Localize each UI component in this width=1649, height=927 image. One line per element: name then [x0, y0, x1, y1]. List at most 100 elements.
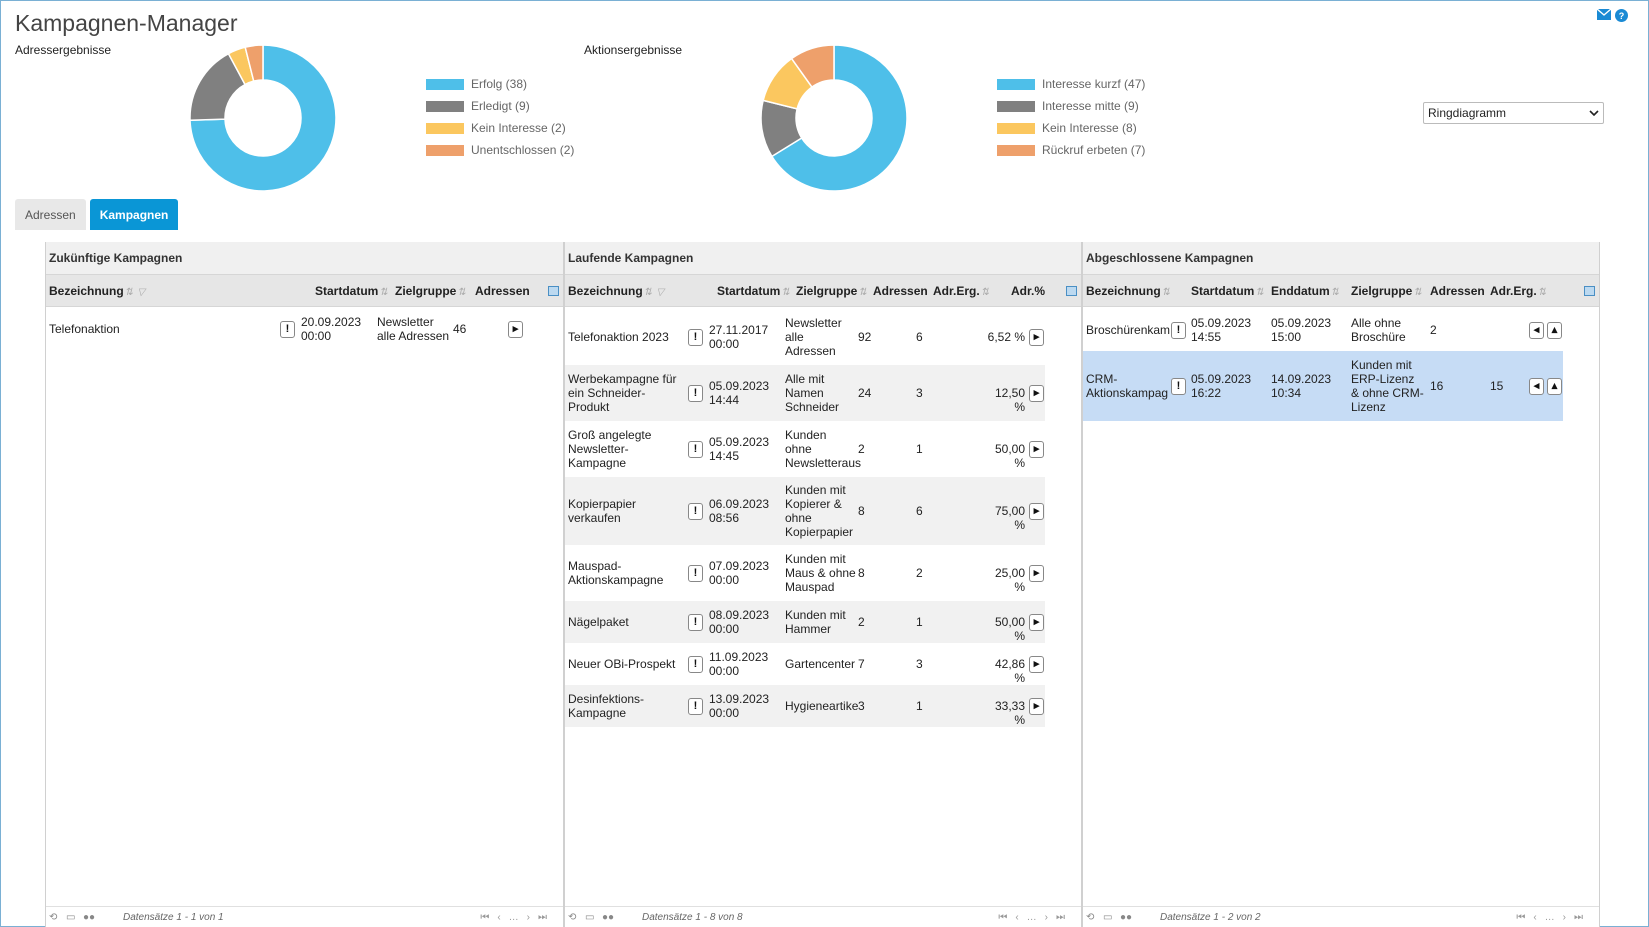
- cell-adr-erg: 1: [916, 699, 923, 713]
- legend-item[interactable]: Interesse mitte (9): [997, 95, 1145, 117]
- refresh-icon[interactable]: ⟲: [568, 912, 577, 923]
- table-row[interactable]: Nägelpaket 08.09.2023 00:00 Kunden mit Hamme…: [565, 601, 1045, 643]
- column-header-startdatum[interactable]: Startdatum⇅: [315, 284, 388, 298]
- info-button[interactable]: !: [688, 698, 703, 715]
- open-button[interactable]: ▸: [1029, 656, 1044, 673]
- table-row[interactable]: CRM- Aktionskampag 05.09.2023 16:22 14.09.20…: [1083, 351, 1563, 421]
- top-icons: ?: [1597, 9, 1628, 22]
- open-button[interactable]: ▸: [1029, 698, 1044, 715]
- cell-adressen: 2: [1430, 323, 1437, 337]
- cell-startdatum: 08.09.2023 00:00: [709, 608, 770, 636]
- back-button[interactable]: ◂: [1529, 322, 1544, 339]
- donut-slice-interesse-kurzf[interactable]: [770, 44, 908, 192]
- info-button[interactable]: !: [1171, 322, 1186, 339]
- open-button[interactable]: ▸: [1029, 329, 1044, 346]
- open-button[interactable]: ▸: [1029, 614, 1044, 631]
- open-button[interactable]: ▸: [1029, 385, 1044, 402]
- tab-adressen[interactable]: Adressen: [15, 199, 86, 230]
- column-header-zielgruppe[interactable]: Zielgruppe⇅: [796, 284, 867, 298]
- pagination-icon[interactable]: ⏮‹…›⏭: [1516, 912, 1591, 923]
- refresh-icon[interactable]: ⟲: [49, 912, 58, 923]
- legend-item[interactable]: Rückruf erbeten (7): [997, 139, 1145, 161]
- print-icon[interactable]: ▭: [1103, 912, 1113, 923]
- info-button[interactable]: !: [688, 656, 703, 673]
- cell-zielgruppe: Kunden mit Kopierer & ohne Kopierpapier: [785, 483, 854, 539]
- column-header-bezeichnung[interactable]: Bezeichnung⇅: [1086, 284, 1171, 298]
- settings-icon[interactable]: ●●: [1120, 912, 1133, 923]
- column-header-adressen[interactable]: Adressen: [1430, 284, 1485, 298]
- table-row[interactable]: Mauspad- Aktionskampagne 07.09.2023 00:00 Ku…: [565, 545, 1045, 601]
- info-button[interactable]: !: [688, 329, 703, 346]
- column-header-adr-pct[interactable]: Adr.%: [1011, 284, 1046, 298]
- back-button[interactable]: ◂: [1529, 378, 1544, 395]
- column-header-bezeichnung[interactable]: Bezeichnung⇅ ▽: [568, 284, 665, 298]
- donut-slice-erfolg[interactable]: [189, 44, 337, 192]
- cell-bezeichnung: Telefonaktion 2023: [568, 330, 669, 344]
- cell-adressen: 24: [858, 386, 872, 400]
- column-header-zielgruppe[interactable]: Zielgruppe⇅: [1351, 284, 1422, 298]
- open-button[interactable]: ▸: [1029, 441, 1044, 458]
- cell-zielgruppe: Newsletter alle Adressen: [785, 316, 842, 358]
- tab-kampagnen[interactable]: Kampagnen: [89, 199, 179, 230]
- mail-icon[interactable]: [1597, 9, 1611, 20]
- up-button[interactable]: ▴: [1547, 322, 1562, 339]
- column-header-startdatum[interactable]: Startdatum⇅: [717, 284, 790, 298]
- table-row[interactable]: Groß angelegte Newsletter- Kampagne 05.09.2…: [565, 421, 1045, 477]
- info-button[interactable]: !: [280, 321, 295, 338]
- chevron-down-icon: [1589, 110, 1599, 116]
- table-row[interactable]: Werbekampagne für ein Schneider- Produkt 05…: [565, 365, 1045, 421]
- info-button[interactable]: !: [688, 503, 703, 520]
- cell-startdatum: 13.09.2023 00:00: [709, 692, 770, 720]
- donut-slice-unentschlossen[interactable]: [244, 44, 264, 83]
- legend-item[interactable]: Kein Interesse (8): [997, 117, 1145, 139]
- table-row[interactable]: Broschürenkam 05.09.2023 14:55 05.09.2023 15…: [1083, 309, 1563, 351]
- legend-swatch: [997, 144, 1035, 156]
- info-button[interactable]: !: [688, 614, 703, 631]
- column-chooser-icon[interactable]: [548, 286, 559, 296]
- info-button[interactable]: !: [1171, 378, 1186, 395]
- legend-item[interactable]: Unentschlossen (2): [426, 139, 574, 161]
- open-button[interactable]: ▸: [1029, 565, 1044, 582]
- column-header-adr-erg[interactable]: Adr.Erg.⇅: [933, 284, 990, 298]
- legend-item[interactable]: Kein Interesse (2): [426, 117, 574, 139]
- settings-icon[interactable]: ●●: [602, 912, 615, 923]
- column-header-bezeichnung[interactable]: Bezeichnung⇅ ▽: [49, 284, 146, 298]
- legend-item[interactable]: Erledigt (9): [426, 95, 574, 117]
- settings-icon[interactable]: ●●: [83, 912, 96, 923]
- panel-future-campaigns: Zukünftige Kampagnen Bezeichnung⇅ ▽ Star…: [45, 242, 564, 927]
- column-header-startdatum[interactable]: Startdatum⇅: [1191, 284, 1264, 298]
- donut-chart-action-results: [760, 44, 908, 192]
- donut-chart-address-results: [189, 44, 337, 192]
- legend-item[interactable]: Interesse kurzf (47): [997, 73, 1145, 95]
- column-header-enddatum[interactable]: Enddatum⇅: [1271, 284, 1340, 298]
- refresh-icon[interactable]: ⟲: [1086, 912, 1095, 923]
- donut-slice-r-ckruf-erbeten[interactable]: [790, 44, 835, 89]
- info-button[interactable]: !: [688, 385, 703, 402]
- table-row[interactable]: Telefonaktion 20.09.2023 00:00 Newsletter al…: [46, 309, 565, 349]
- cell-startdatum: 05.09.2023 16:22: [1191, 372, 1252, 400]
- table-row[interactable]: Neuer OBi-Prospekt 11.09.2023 00:00 Gartenc…: [565, 643, 1045, 685]
- up-button[interactable]: ▴: [1547, 378, 1562, 395]
- info-button[interactable]: !: [688, 441, 703, 458]
- table-row[interactable]: Kopierpapier verkaufen 06.09.2023 08:56 Kund…: [565, 477, 1045, 545]
- column-header-adr-erg[interactable]: Adr.Erg.⇅: [1490, 284, 1547, 298]
- print-icon[interactable]: ▭: [585, 912, 595, 923]
- column-header-adressen[interactable]: Adressen: [475, 284, 530, 298]
- legend-item[interactable]: Erfolg (38): [426, 73, 574, 95]
- print-icon[interactable]: ▭: [66, 912, 76, 923]
- pagination-icon[interactable]: ⏮‹…›⏭: [998, 912, 1073, 923]
- column-chooser-icon[interactable]: [1584, 286, 1595, 296]
- table-row[interactable]: Desinfektions- Kampagne 13.09.2023 00:00 Hyg…: [565, 685, 1045, 727]
- chart-type-select[interactable]: Ringdiagramm: [1423, 102, 1604, 124]
- open-button[interactable]: ▸: [508, 321, 523, 338]
- table-row[interactable]: Telefonaktion 2023 27.11.2017 00:00 Newslet…: [565, 309, 1045, 365]
- open-button[interactable]: ▸: [1029, 503, 1044, 520]
- cell-adressen: 8: [858, 566, 865, 580]
- info-button[interactable]: !: [688, 565, 703, 582]
- help-icon[interactable]: ?: [1615, 9, 1628, 22]
- pagination-icon[interactable]: ⏮‹…›⏭: [480, 912, 555, 923]
- column-header-zielgruppe[interactable]: Zielgruppe⇅: [395, 284, 466, 298]
- column-header-adressen[interactable]: Adressen: [873, 284, 928, 298]
- legend-label: Kein Interesse (8): [1042, 121, 1137, 135]
- column-chooser-icon[interactable]: [1066, 286, 1077, 296]
